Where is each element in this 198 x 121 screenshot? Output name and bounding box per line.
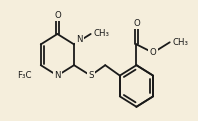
Text: O: O	[150, 48, 156, 57]
Text: S: S	[88, 71, 93, 80]
Text: CH₃: CH₃	[173, 38, 189, 47]
Text: O: O	[54, 11, 61, 20]
Text: N: N	[76, 35, 83, 44]
Text: F₃C: F₃C	[17, 71, 31, 80]
Text: O: O	[133, 19, 140, 28]
Text: CH₃: CH₃	[94, 30, 110, 38]
Text: N: N	[54, 71, 61, 80]
